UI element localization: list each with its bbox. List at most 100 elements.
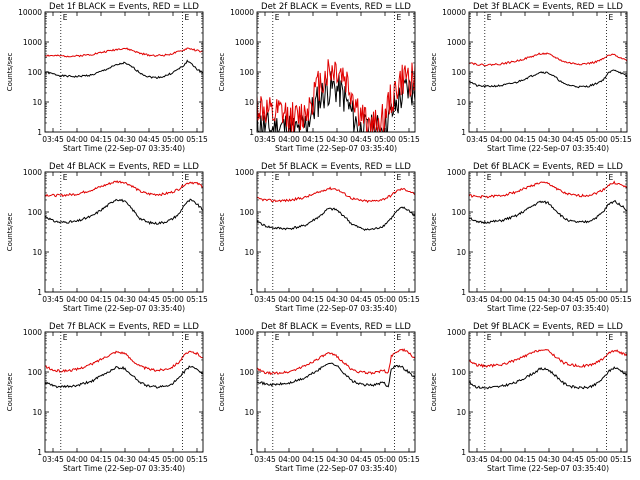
y-tick-label: 10 [32, 98, 42, 107]
corner-label: E [63, 173, 68, 182]
y-tick-label: 10 [456, 248, 466, 257]
series-line-events [257, 362, 415, 388]
chart-title: Det 8f BLACK = Events, RED = LLD [261, 322, 411, 332]
y-tick-label: 1000 [235, 328, 254, 337]
x-tick-label: 05:15 [610, 135, 632, 144]
y-tick-label: 1 [37, 128, 42, 137]
series-line-events [45, 59, 203, 79]
y-tick-label: 100 [240, 208, 255, 217]
corner-label: E [63, 13, 68, 22]
y-axis-label: Counts/sec [218, 53, 226, 92]
x-tick-label: 04:00 [66, 135, 88, 144]
y-tick-label: 1 [249, 448, 254, 457]
y-tick-label: 1 [249, 288, 254, 297]
y-tick-label: 1 [461, 448, 466, 457]
x-tick-label: 04:45 [350, 455, 372, 464]
x-tick-label: 04:00 [490, 455, 512, 464]
x-tick-label: 05:00 [586, 455, 608, 464]
series-line-lld [45, 47, 203, 58]
x-tick-label: 04:15 [302, 295, 324, 304]
y-tick-label: 1000 [235, 38, 254, 47]
x-tick-label: 04:45 [138, 135, 160, 144]
y-tick-label: 1000 [447, 38, 466, 47]
x-tick-label: 03:45 [42, 295, 64, 304]
y-tick-label: 1000 [23, 38, 42, 47]
corner-label: E [184, 173, 189, 182]
x-tick-label: 05:15 [398, 455, 420, 464]
x-tick-label: 03:45 [466, 455, 488, 464]
y-axis-label: Counts/sec [218, 373, 226, 412]
series-line-events [469, 366, 627, 390]
x-tick-label: 04:15 [514, 455, 536, 464]
series-line-events [469, 69, 627, 89]
x-tick-label: 04:15 [90, 295, 112, 304]
y-tick-label: 1 [249, 128, 254, 137]
x-tick-label: 04:45 [138, 455, 160, 464]
corner-label: E [184, 333, 189, 342]
x-tick-label: 03:45 [254, 135, 276, 144]
x-tick-label: 04:30 [114, 135, 136, 144]
x-tick-label: 03:45 [42, 455, 64, 464]
x-axis-label: Start Time (22-Sep-07 03:35:40) [63, 464, 185, 473]
series-line-lld [257, 186, 415, 204]
y-tick-label: 100 [240, 68, 255, 77]
corner-label: E [63, 333, 68, 342]
y-tick-label: 1000 [235, 168, 254, 177]
corner-label: E [396, 173, 401, 182]
corner-label: E [608, 13, 613, 22]
series-line-events [469, 199, 627, 225]
y-tick-label: 10 [456, 408, 466, 417]
chart-title: Det 1f BLACK = Events, RED = LLD [49, 2, 199, 12]
chart-title: Det 2f BLACK = Events, RED = LLD [261, 2, 411, 12]
x-tick-label: 03:45 [254, 455, 276, 464]
chart-title: Det 7f BLACK = Events, RED = LLD [49, 322, 199, 332]
corner-label: E [275, 333, 280, 342]
x-tick-label: 05:00 [162, 295, 184, 304]
corner-label: E [487, 333, 492, 342]
x-tick-label: 04:00 [278, 135, 300, 144]
y-tick-label: 1 [37, 288, 42, 297]
x-axis-label: Start Time (22-Sep-07 03:35:40) [275, 144, 397, 153]
x-tick-label: 04:45 [350, 295, 372, 304]
series-line-events [257, 206, 415, 232]
corner-label: E [608, 333, 613, 342]
x-axis-label: Start Time (22-Sep-07 03:35:40) [63, 304, 185, 313]
x-tick-label: 04:30 [326, 135, 348, 144]
x-tick-label: 04:30 [326, 455, 348, 464]
x-tick-label: 04:30 [538, 455, 560, 464]
x-tick-label: 04:00 [66, 455, 88, 464]
y-tick-label: 100 [452, 68, 467, 77]
x-tick-label: 05:15 [610, 295, 632, 304]
x-tick-label: 04:15 [90, 455, 112, 464]
x-tick-label: 05:15 [398, 295, 420, 304]
x-tick-label: 04:15 [90, 135, 112, 144]
y-tick-label: 100 [28, 68, 43, 77]
x-tick-label: 04:30 [326, 295, 348, 304]
y-axis-label: Counts/sec [6, 373, 14, 412]
x-tick-label: 04:30 [114, 295, 136, 304]
x-tick-label: 04:45 [562, 295, 584, 304]
corner-label: E [487, 13, 492, 22]
x-tick-label: 04:15 [302, 455, 324, 464]
x-tick-label: 04:15 [514, 135, 536, 144]
plot-frame [44, 11, 204, 133]
y-tick-label: 1 [37, 448, 42, 457]
chart-title: Det 9f BLACK = Events, RED = LLD [473, 322, 623, 332]
x-tick-label: 03:45 [466, 135, 488, 144]
corner-label: E [396, 333, 401, 342]
x-tick-label: 05:00 [586, 295, 608, 304]
y-axis-label: Counts/sec [430, 373, 438, 412]
plot-frame [468, 171, 628, 293]
y-axis-label: Counts/sec [430, 213, 438, 252]
x-tick-label: 05:15 [186, 135, 208, 144]
x-tick-label: 03:45 [254, 295, 276, 304]
corner-label: E [487, 173, 492, 182]
y-axis-label: Counts/sec [430, 53, 438, 92]
y-tick-label: 10000 [230, 8, 254, 17]
